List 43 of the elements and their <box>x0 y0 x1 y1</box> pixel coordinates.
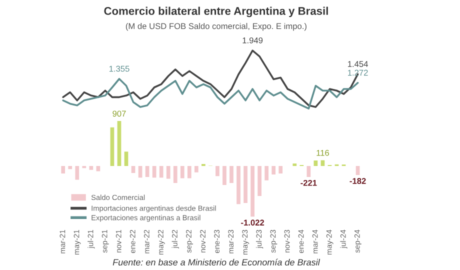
data-label: 1.454 <box>348 61 368 67</box>
data-label: 907 <box>112 110 126 117</box>
bar <box>89 166 94 170</box>
data-label: 1.355 <box>109 66 130 72</box>
bar <box>180 166 184 178</box>
bar <box>152 166 156 178</box>
source-note: Fuente: en base a Ministerio de Economía de Brasil <box>112 258 320 266</box>
bar <box>356 166 360 176</box>
bar <box>216 166 220 176</box>
bar <box>244 166 248 204</box>
bar <box>314 160 318 166</box>
bar <box>292 163 297 166</box>
bar <box>131 166 136 173</box>
chart-title: Comercio bilateral entre Argentina y Brasil <box>104 6 328 18</box>
bar <box>306 166 311 177</box>
data-label: -221 <box>300 180 317 186</box>
bar <box>159 166 164 178</box>
bar <box>96 166 100 172</box>
bar <box>278 166 283 174</box>
data-label: 1.272 <box>348 70 368 76</box>
bar <box>124 152 128 166</box>
bar <box>194 166 198 172</box>
bar <box>250 166 254 217</box>
bar <box>173 166 178 183</box>
bar <box>166 166 170 179</box>
data-label: -1.022 <box>241 220 264 226</box>
bar <box>75 166 80 180</box>
bar <box>264 166 269 180</box>
bar <box>117 121 122 166</box>
chart-subtitle: (M de USD FOB Saldo comercial, Expo. E impo.) <box>126 22 306 31</box>
bar <box>145 166 150 178</box>
data-label: 1.949 <box>242 37 263 44</box>
bar <box>68 166 72 170</box>
bar <box>258 166 262 196</box>
bar <box>222 166 226 186</box>
data-label: -182 <box>350 178 366 184</box>
bar <box>187 166 192 178</box>
bar <box>236 166 240 204</box>
bar <box>230 166 234 183</box>
bar <box>61 166 66 174</box>
bar <box>110 127 114 166</box>
bar <box>272 166 276 174</box>
data-label: 116 <box>316 150 329 156</box>
